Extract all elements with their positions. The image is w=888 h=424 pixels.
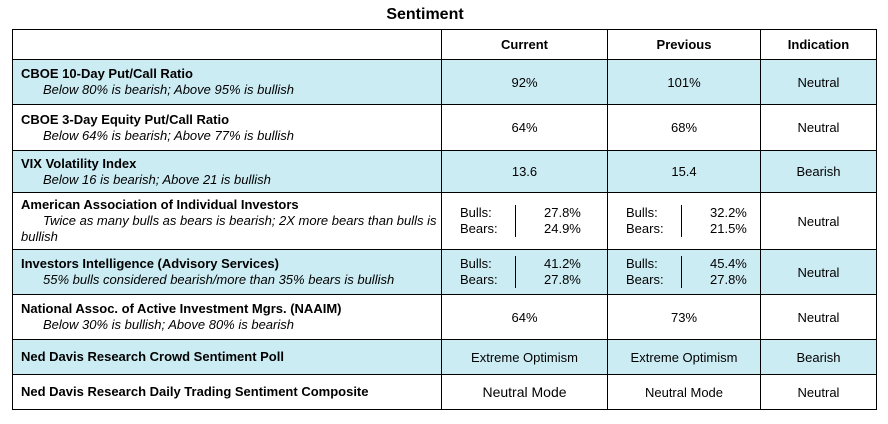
- indicator-name: VIX Volatility Index: [21, 155, 137, 171]
- indicator-name: National Assoc. of Active Investment Mgr…: [21, 301, 342, 316]
- indicator-name: Ned Davis Research Crowd Sentiment Poll: [21, 349, 284, 364]
- indicator-name: American Association of Individual Inves…: [21, 197, 299, 212]
- table-row: CBOE 3-Day Equity Put/Call Ratio Below 6…: [12, 104, 877, 151]
- indication-value: Bearish: [760, 150, 877, 193]
- bulls-bears-values: 32.2% 21.5%: [682, 205, 760, 237]
- indicator-cell: Ned Davis Research Crowd Sentiment Poll: [12, 339, 442, 375]
- bulls-bears-labels: Bulls: Bears:: [442, 256, 516, 288]
- bulls-value: 45.4%: [710, 256, 747, 271]
- bulls-label: Bulls:: [460, 256, 492, 271]
- bears-label: Bears:: [460, 221, 498, 236]
- indicator-description: Below 16 is bearish; Above 21 is bullish: [43, 171, 271, 187]
- previous-value: 15.4: [607, 150, 761, 193]
- bulls-bears-values: 27.8% 24.9%: [516, 205, 607, 237]
- indication-value: Neutral: [760, 249, 877, 295]
- previous-value: Bulls: Bears: 45.4% 27.8%: [607, 249, 761, 295]
- header-row: Current Previous Indication: [12, 29, 877, 60]
- table-row: American Association of Individual Inves…: [12, 192, 877, 250]
- indicator-name: Ned Davis Research Daily Trading Sentime…: [21, 384, 369, 399]
- previous-value: Neutral Mode: [607, 374, 761, 410]
- previous-value: 73%: [607, 294, 761, 340]
- indicator-cell: American Association of Individual Inves…: [12, 192, 442, 250]
- bulls-bears-labels: Bulls: Bears:: [442, 205, 516, 237]
- indication-value: Neutral: [760, 294, 877, 340]
- bulls-bears-values: 45.4% 27.8%: [682, 256, 760, 288]
- bears-label: Bears:: [626, 221, 664, 236]
- bulls-label: Bulls:: [626, 205, 658, 220]
- table-row: VIX Volatility Index Below 16 is bearish…: [12, 150, 877, 193]
- header-previous: Previous: [607, 29, 761, 60]
- header-indicator: [12, 29, 442, 60]
- indication-value: Neutral: [760, 59, 877, 105]
- previous-value: 68%: [607, 104, 761, 151]
- indicator-cell: CBOE 10-Day Put/Call Ratio Below 80% is …: [12, 59, 442, 105]
- indicator-cell: VIX Volatility Index Below 16 is bearish…: [12, 150, 442, 193]
- bears-label: Bears:: [460, 272, 498, 287]
- indicator-cell: Investors Intelligence (Advisory Service…: [12, 249, 442, 295]
- sentiment-table: Current Previous Indication CBOE 10-Day …: [12, 29, 877, 410]
- bulls-value: 41.2%: [544, 256, 581, 271]
- current-value: Bulls: Bears: 41.2% 27.8%: [441, 249, 608, 295]
- bulls-label: Bulls:: [626, 256, 658, 271]
- indicator-name: CBOE 10-Day Put/Call Ratio: [21, 66, 193, 81]
- bulls-bears-values: 41.2% 27.8%: [516, 256, 607, 288]
- indication-value: Neutral: [760, 192, 877, 250]
- previous-value: 101%: [607, 59, 761, 105]
- table-row: National Assoc. of Active Investment Mgr…: [12, 294, 877, 340]
- bears-value: 21.5%: [710, 221, 747, 236]
- bears-label: Bears:: [626, 272, 664, 287]
- indicator-cell: CBOE 3-Day Equity Put/Call Ratio Below 6…: [12, 104, 442, 151]
- indicator-description: Below 30% is bullish; Above 80% is beari…: [43, 317, 294, 332]
- table-row: Ned Davis Research Daily Trading Sentime…: [12, 374, 877, 410]
- bulls-bears-labels: Bulls: Bears:: [608, 256, 682, 288]
- bears-value: 27.8%: [710, 272, 747, 287]
- bulls-value: 32.2%: [710, 205, 747, 220]
- indicator-description: 55% bulls considered bearish/more than 3…: [43, 272, 395, 287]
- previous-value: Extreme Optimism: [607, 339, 761, 375]
- current-value: Extreme Optimism: [441, 339, 608, 375]
- current-value: Neutral Mode: [441, 374, 608, 410]
- bulls-label: Bulls:: [460, 205, 492, 220]
- table-row: Investors Intelligence (Advisory Service…: [12, 249, 877, 295]
- table-row: Ned Davis Research Crowd Sentiment Poll …: [12, 339, 877, 375]
- indicator-description: Twice as many bulls as bears is bearish;…: [21, 213, 437, 244]
- header-indication: Indication: [760, 29, 877, 60]
- current-value: Bulls: Bears: 27.8% 24.9%: [441, 192, 608, 250]
- current-value: 64%: [441, 294, 608, 340]
- bears-value: 27.8%: [544, 272, 581, 287]
- indicator-description: Below 80% is bearish; Above 95% is bulli…: [43, 82, 294, 97]
- page-title: Sentiment: [386, 6, 464, 23]
- indicator-name: CBOE 3-Day Equity Put/Call Ratio: [21, 111, 230, 127]
- indication-value: Neutral: [760, 374, 877, 410]
- indication-value: Neutral: [760, 104, 877, 151]
- current-value: 92%: [441, 59, 608, 105]
- indicator-description: Below 64% is bearish; Above 77% is bulli…: [43, 127, 294, 143]
- bulls-value: 27.8%: [544, 205, 581, 220]
- bears-value: 24.9%: [544, 221, 581, 236]
- current-value: 13.6: [441, 150, 608, 193]
- header-current: Current: [441, 29, 608, 60]
- indicator-name: Investors Intelligence (Advisory Service…: [21, 256, 279, 271]
- current-value: 64%: [441, 104, 608, 151]
- previous-value: Bulls: Bears: 32.2% 21.5%: [607, 192, 761, 250]
- bulls-bears-labels: Bulls: Bears:: [608, 205, 682, 237]
- indication-value: Bearish: [760, 339, 877, 375]
- indicator-cell: National Assoc. of Active Investment Mgr…: [12, 294, 442, 340]
- table-row: CBOE 10-Day Put/Call Ratio Below 80% is …: [12, 59, 877, 105]
- indicator-cell: Ned Davis Research Daily Trading Sentime…: [12, 374, 442, 410]
